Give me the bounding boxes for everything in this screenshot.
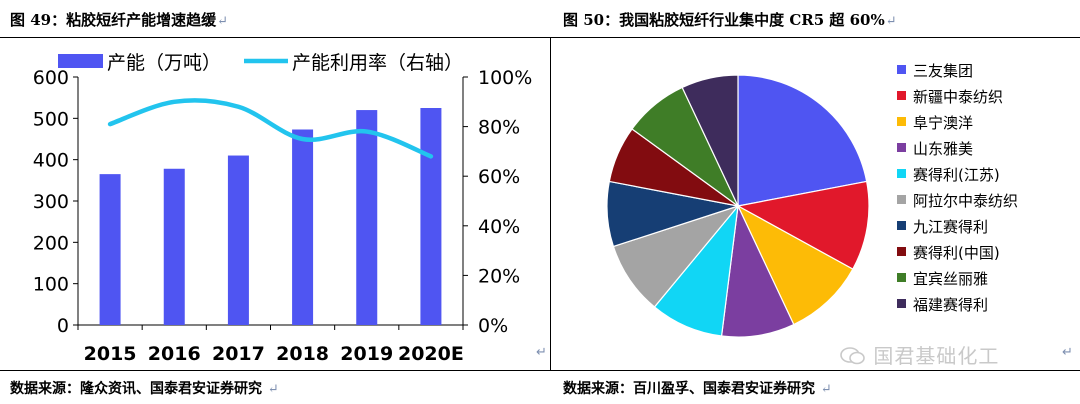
legend-swatch [897, 65, 906, 74]
right-y-tick-label: 40% [478, 216, 520, 238]
bottom-rule [0, 370, 1080, 371]
capacity-combo-chart: 0 100 200 300 400 500 600 0% 20% 40% 60% 80% 100% 201… [33, 52, 533, 365]
left-source-note: 数据来源：隆众资讯、国泰君安证券研究 ↵ [10, 381, 279, 397]
utilization-line [107, 98, 434, 159]
right-y-tick-label: 0% [478, 315, 508, 337]
legend-swatch [897, 299, 906, 308]
right-y-tick-label: 80% [478, 117, 520, 139]
legend-swatch [897, 247, 906, 256]
legend-label: 三友集团 [913, 62, 973, 80]
bar [356, 110, 378, 325]
pie-slice [681, 74, 739, 207]
left-figure-title: 图 49：粘胶短纤产能增速趋缓↵ [10, 11, 229, 29]
bar [227, 155, 249, 325]
x-tick-label: 2018 [276, 343, 329, 365]
bar [292, 129, 314, 325]
legend-swatch [897, 221, 906, 230]
x-tick-label: 2015 [84, 343, 137, 365]
legend-swatch [897, 143, 906, 152]
legend-label: 赛得利(江苏) [913, 166, 1000, 184]
legend-swatch [897, 91, 906, 100]
legend-label: 赛得利(中国) [913, 244, 1000, 262]
x-tick-label: 2017 [212, 343, 265, 365]
left-y-tick-label: 400 [33, 150, 69, 172]
legend-label: 新疆中泰纺织 [913, 88, 1003, 106]
pie-slice [736, 204, 854, 326]
bar [420, 108, 442, 325]
right-y-tick-label: 60% [478, 166, 520, 188]
legend-label: 阿拉尔中泰纺织 [913, 192, 1018, 210]
legend-label: 九江赛得利 [913, 218, 988, 236]
right-y-tick-label: 100% [478, 67, 532, 89]
x-tick-label: 2019 [340, 343, 393, 365]
legend-label: 宜宾丝丽雅 [913, 270, 988, 288]
x-tick-label: 2016 [148, 343, 201, 365]
left-y-tick-label: 0 [57, 315, 69, 337]
legend-swatch-bar [58, 54, 103, 68]
legend-label: 山东雅美 [913, 140, 973, 158]
bar [99, 174, 121, 325]
legend-label-line: 产能利用率（右轴） [292, 52, 463, 74]
legend-swatch [897, 195, 906, 204]
wechat-icon [840, 347, 865, 365]
panel-divider [550, 38, 551, 370]
left-y-tick-label: 500 [33, 108, 69, 130]
x-tick-label: 2020E [398, 343, 464, 365]
legend-swatch [897, 169, 906, 178]
left-y-tick-label: 600 [33, 67, 69, 89]
legend-swatch [897, 273, 906, 282]
legend-label: 福建赛得利 [913, 296, 988, 314]
left-y-tick-label: 300 [33, 191, 69, 213]
legend-label-bar: 产能（万吨） [107, 52, 221, 74]
paragraph-mark: ↵ [536, 345, 547, 360]
right-y-tick-label: 20% [478, 265, 520, 287]
right-figure-title: 图 50：我国粘胶短纤行业集中度 CR5 超 60%↵ [563, 11, 897, 29]
top-rule [0, 37, 1080, 38]
legend-label: 阜宁澳洋 [913, 114, 973, 132]
bar [163, 168, 185, 325]
right-source-note: 数据来源：百川盈孚、国泰君安证券研究 ↵ [563, 381, 832, 397]
paragraph-mark: ↵ [1062, 345, 1073, 360]
left-y-tick-label: 100 [33, 274, 69, 296]
legend-swatch [897, 117, 906, 126]
watermark: 国君基础化工 [840, 340, 999, 369]
pie-slice [736, 180, 870, 270]
pie-slice [737, 74, 868, 207]
left-y-tick-label: 200 [33, 232, 69, 254]
